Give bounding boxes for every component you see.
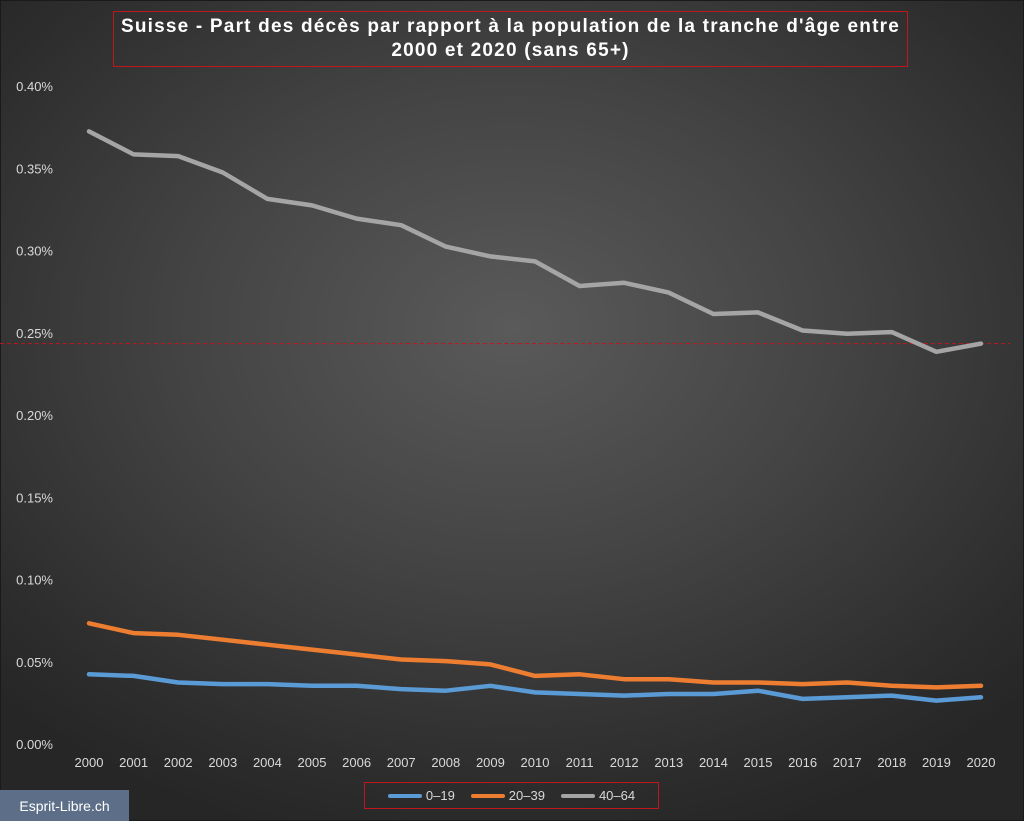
x-tick-label: 2000 bbox=[75, 755, 104, 770]
x-tick-label: 2009 bbox=[476, 755, 505, 770]
x-tick-label: 2015 bbox=[744, 755, 773, 770]
x-tick-label: 2004 bbox=[253, 755, 282, 770]
watermark-text: Esprit-Libre.ch bbox=[19, 797, 110, 814]
chart-title-text: Suisse - Part des décès par rapport à la… bbox=[120, 16, 900, 61]
y-tick-label: 0.15% bbox=[16, 490, 53, 505]
legend-item: 40–64 bbox=[560, 788, 636, 803]
y-tick-label: 0.25% bbox=[16, 326, 53, 341]
x-tick-label: 2007 bbox=[387, 755, 416, 770]
legend-swatch bbox=[470, 793, 505, 798]
y-tick-label: 0.20% bbox=[16, 408, 53, 423]
x-tick-label: 2019 bbox=[922, 755, 951, 770]
y-tick-label: 0.05% bbox=[16, 655, 53, 670]
x-tick-label: 2018 bbox=[877, 755, 906, 770]
legend-item: 20–39 bbox=[470, 788, 545, 803]
x-tick-label: 2005 bbox=[298, 755, 327, 770]
x-tick-label: 2010 bbox=[521, 755, 550, 770]
y-tick-label: 0.40% bbox=[16, 79, 53, 94]
series-line-1 bbox=[86, 621, 984, 690]
x-axis: 2000 2001 2002 2003 2004 2005 2006 2007 2008 2009… bbox=[75, 755, 996, 770]
y-tick-label: 0.00% bbox=[16, 737, 53, 752]
x-tick-label: 2002 bbox=[164, 755, 193, 770]
legend-label: 40–64 bbox=[598, 788, 636, 803]
watermark[interactable]: Esprit-Libre.ch bbox=[0, 790, 129, 821]
x-tick-label: 2017 bbox=[833, 755, 862, 770]
x-tick-label: 2020 bbox=[967, 755, 996, 770]
legend-swatch bbox=[387, 793, 422, 798]
legend-label: 20–39 bbox=[508, 788, 545, 803]
legend-swatch bbox=[560, 793, 595, 798]
x-tick-label: 2001 bbox=[119, 755, 148, 770]
series-lines bbox=[86, 129, 984, 703]
x-tick-label: 2006 bbox=[342, 755, 371, 770]
y-tick-label: 0.30% bbox=[16, 244, 53, 259]
series-line-0 bbox=[86, 672, 984, 703]
y-tick-label: 0.10% bbox=[16, 573, 53, 588]
legend-item: 0–19 bbox=[387, 788, 455, 803]
x-tick-label: 2014 bbox=[699, 755, 728, 770]
x-tick-label: 2012 bbox=[610, 755, 639, 770]
x-tick-label: 2011 bbox=[566, 755, 594, 770]
x-tick-label: 2016 bbox=[788, 755, 817, 770]
legend-label: 0–19 bbox=[425, 788, 455, 803]
y-axis: 0.00% 0.05% 0.10% 0.15% 0.20% 0.25% 0.30% 0.35%… bbox=[16, 79, 53, 752]
x-tick-label: 2013 bbox=[654, 755, 683, 770]
x-tick-label: 2008 bbox=[431, 755, 460, 770]
chart-title: Suisse - Part des décès par rapport à la… bbox=[113, 11, 908, 67]
y-tick-label: 0.35% bbox=[16, 161, 53, 176]
x-tick-label: 2003 bbox=[208, 755, 237, 770]
legend: 0–19 20–39 40–64 bbox=[364, 782, 659, 809]
series-line-2 bbox=[86, 129, 984, 355]
